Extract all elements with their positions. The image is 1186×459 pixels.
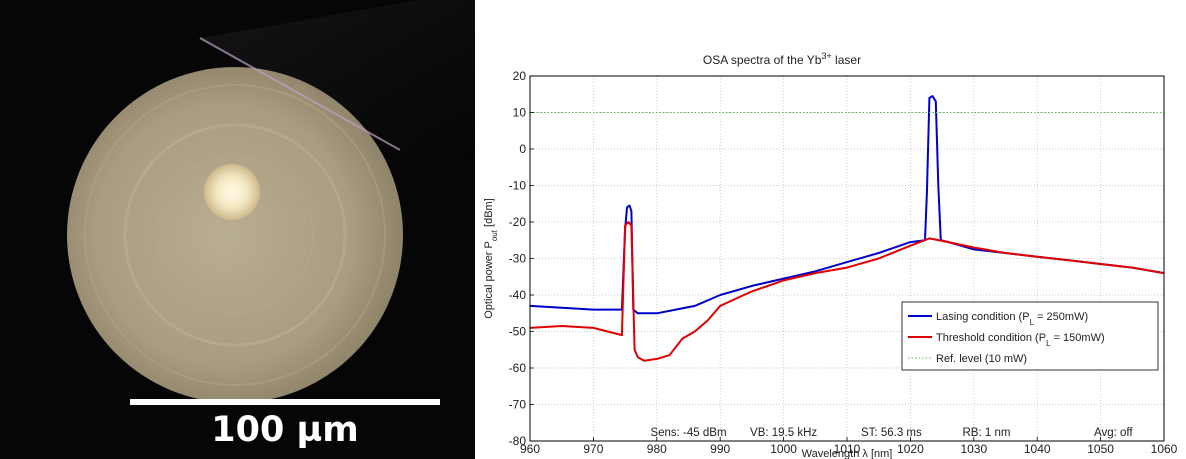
legend-box — [901, 301, 1159, 371]
tick-labels: 960 970 980 990 1000 1010 1020 1030 1040 1050 1060… — [509, 69, 1178, 456]
x-tick-label: 1020 — [897, 442, 924, 456]
y-tick-label: 0 — [519, 142, 526, 156]
x-tick-label: 960 — [520, 442, 540, 456]
scale-bar-label: 100 µm — [211, 410, 359, 450]
x-tick-label: 1050 — [1087, 442, 1114, 456]
legend: Lasing condition (PL = 250mW) Threshold c… — [901, 301, 1159, 371]
instrument-settings: Sens: -45 dBm VB: 19.5 kHz ST: 56.3 ms RB: … — [650, 427, 1133, 439]
y-tick-label: 10 — [513, 106, 527, 120]
instrument-setting: ST: 56.3 ms — [861, 427, 922, 439]
x-tick-label: 1000 — [770, 442, 797, 456]
y-tick-label: -70 — [509, 398, 527, 412]
series-layer — [529, 95, 1165, 362]
instrument-setting: Sens: -45 dBm — [650, 427, 726, 439]
instrument-setting: Avg: off — [1094, 427, 1133, 439]
y-axis-label: Optical power Pout [dBm] — [483, 198, 499, 319]
series-line-1 — [529, 221, 1165, 362]
series-line-0 — [529, 95, 1165, 315]
x-tick-label: 1040 — [1024, 442, 1051, 456]
legend-label-0: Lasing condition (PL = 250mW) — [936, 311, 1088, 327]
y-tick-label: -80 — [509, 434, 527, 448]
scale-bar — [130, 399, 440, 405]
x-tick-label: 1060 — [1151, 442, 1178, 456]
legend-label-1: Threshold condition (PL = 150mW) — [936, 332, 1105, 348]
chart-title: OSA spectra of the Yb3+ laser — [703, 51, 861, 67]
chart-svg: OSA spectra of the Yb3+ laser 960 970 980 9… — [483, 51, 1178, 459]
x-tick-label: 1010 — [834, 442, 861, 456]
y-tick-label: -20 — [509, 215, 527, 229]
x-tick-label: 990 — [710, 442, 730, 456]
y-tick-label: 20 — [513, 69, 527, 83]
fiber-core — [204, 164, 260, 220]
legend-label-2: Ref. level (10 mW) — [936, 353, 1027, 365]
y-tick-label: -40 — [509, 288, 527, 302]
fiber-cross-section-image — [0, 0, 475, 459]
instrument-setting: RB: 1 nm — [963, 427, 1011, 439]
fiber-cladding — [67, 67, 403, 403]
osa-spectra-chart: OSA spectra of the Yb3+ laser 960 970 980 9… — [478, 0, 1186, 459]
x-tick-label: 1030 — [960, 442, 987, 456]
instrument-setting: VB: 19.5 kHz — [750, 427, 817, 439]
y-tick-label: -60 — [509, 361, 527, 375]
y-tick-label: -10 — [509, 179, 527, 193]
fiber-micrograph: 100 µm — [0, 0, 475, 459]
y-tick-label: -30 — [509, 252, 527, 266]
x-tick-label: 980 — [647, 442, 667, 456]
x-axis-label: Wavelength λ [nm] — [802, 448, 893, 459]
x-tick-label: 970 — [583, 442, 603, 456]
y-tick-label: -50 — [509, 325, 527, 339]
